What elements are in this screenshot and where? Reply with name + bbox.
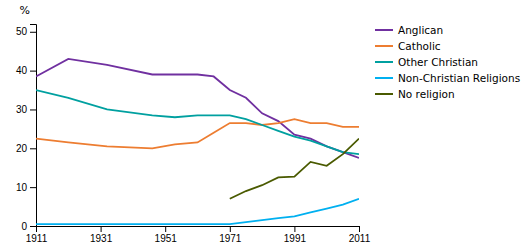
legend-swatch (375, 93, 393, 95)
tick-mark (30, 109, 36, 110)
y-axis: 0 10 20 30 40 50 (16, 25, 37, 232)
x-axis: 1911 1931 1951 1971 1991 2011 (26, 226, 371, 244)
axis-line (37, 227, 360, 233)
tick-label: 1931 (90, 233, 113, 244)
legend-item: No religion (375, 88, 455, 100)
tick: 10 (16, 182, 36, 193)
tick-mark (101, 226, 102, 232)
tick: 1991 (284, 226, 307, 244)
tick-label: 50 (16, 26, 28, 37)
legend-item: Anglican (375, 24, 443, 36)
tick-label: 1911 (26, 233, 48, 244)
tick: 40 (16, 65, 36, 76)
legend-swatch (375, 61, 393, 63)
legend-item: Catholic (375, 40, 441, 52)
tick-label: 20 (16, 143, 28, 154)
tick-label: 30 (16, 104, 28, 115)
tick-mark (165, 226, 166, 232)
tick-mark (359, 226, 360, 232)
tick-mark (30, 187, 36, 188)
series-line (36, 199, 359, 224)
axis-line (30, 25, 37, 227)
legend-swatch (375, 77, 393, 79)
series-line (36, 90, 359, 154)
legend-label: Other Christian (398, 56, 478, 68)
lines (36, 59, 359, 224)
tick: 1931 (90, 226, 113, 244)
tick-label: 2011 (349, 233, 371, 244)
legend-swatch (375, 29, 393, 31)
tick-mark (30, 226, 36, 227)
legend-item: Non-Christian Religions (375, 72, 520, 84)
plot: 1911 1931 1951 1971 1991 2011 0 10 20 30 40 50 (16, 25, 371, 245)
tick: 1951 (155, 226, 178, 244)
tick: 20 (16, 143, 36, 154)
tick-mark (30, 32, 36, 33)
tick-label: 40 (16, 65, 28, 76)
series-line (36, 59, 359, 158)
tick-label: 1971 (219, 233, 242, 244)
series-line (36, 119, 359, 148)
tick: 2011 (349, 226, 371, 244)
legend-label: Anglican (398, 24, 443, 36)
tick-mark (30, 148, 36, 149)
tick-mark (230, 226, 231, 232)
legend-label: No religion (398, 88, 455, 100)
tick: 1911 (26, 226, 48, 244)
chart: 1911 1931 1951 1971 1991 2011 0 10 20 30 40 50% Angl… (0, 0, 529, 252)
tick-mark (294, 226, 295, 232)
legend: Anglican Catholic Other Christian Non-Chris… (375, 24, 520, 100)
tick-label: 1991 (284, 233, 307, 244)
tick-mark (30, 71, 36, 72)
tick: 0 (21, 221, 36, 232)
legend-label: Non-Christian Religions (398, 72, 520, 84)
series-line (230, 139, 359, 199)
tick-label: 1951 (155, 233, 178, 244)
tick: 50 (16, 26, 36, 37)
legend-label: Catholic (398, 40, 441, 52)
tick: 1971 (219, 226, 242, 244)
y-axis-title: % (20, 4, 30, 17)
tick: 30 (16, 104, 36, 115)
tick-label: 0 (21, 221, 27, 232)
legend-item: Other Christian (375, 56, 478, 68)
tick-label: 10 (16, 182, 28, 193)
legend-swatch (375, 45, 393, 47)
